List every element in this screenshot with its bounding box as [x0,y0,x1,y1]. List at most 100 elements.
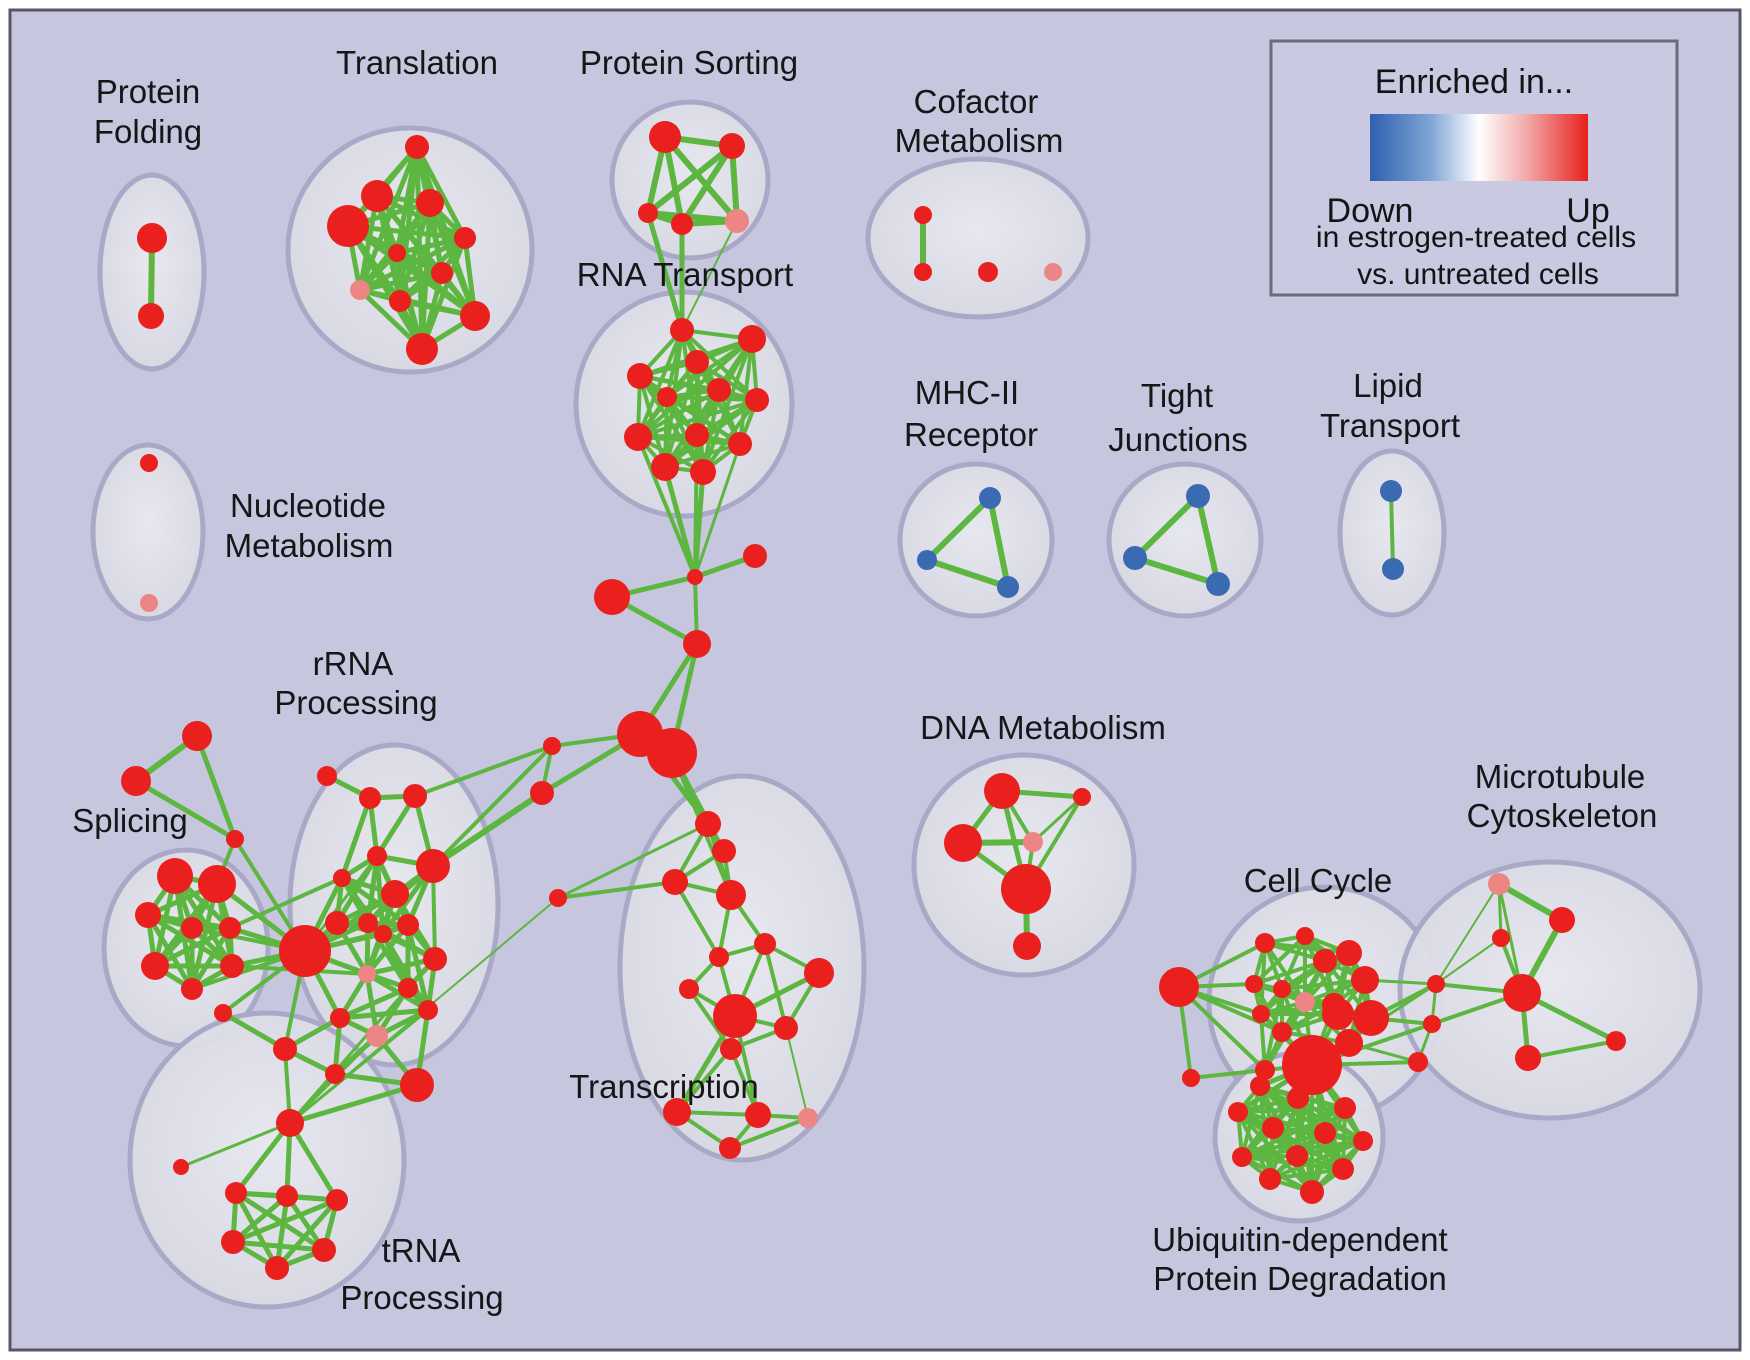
node-mt-5[interactable] [1606,1031,1626,1051]
node-rr-13[interactable] [398,978,418,998]
node-rr-17[interactable] [273,1037,297,1061]
node-cc-17[interactable] [1282,1035,1342,1095]
node-rr-19[interactable] [366,1025,388,1047]
node-cc-13[interactable] [1255,1060,1275,1080]
node-tr-0[interactable] [276,1109,304,1137]
node-sp-3[interactable] [181,917,203,939]
node-tri-0[interactable] [182,721,212,751]
node-rt-2[interactable] [627,363,653,389]
node-rr-6[interactable] [381,880,409,908]
node-tl-7[interactable] [350,280,370,300]
node-sp-5[interactable] [141,952,169,980]
node-rt-1[interactable] [738,325,766,353]
node-rr-20[interactable] [418,1000,438,1020]
node-cc-11[interactable] [1351,966,1379,994]
node-cn-5[interactable] [683,630,711,658]
node-rr-3[interactable] [367,846,387,866]
node-tx-0[interactable] [695,811,721,837]
node-tx-7[interactable] [679,979,699,999]
node-tr-1[interactable] [173,1159,189,1175]
node-pf-1[interactable] [138,303,164,329]
node-rr-14[interactable] [279,925,331,977]
node-rr-5[interactable] [416,849,450,883]
node-tri-2[interactable] [226,830,244,848]
node-ub-7[interactable] [1232,1147,1252,1167]
node-cc-5[interactable] [1336,940,1362,966]
node-tx-6[interactable] [804,958,834,988]
node-cn-4[interactable] [594,579,630,615]
node-ub-5[interactable] [1314,1122,1336,1144]
node-tl-4[interactable] [454,227,476,249]
node-tx-9[interactable] [774,1016,798,1040]
node-cc-1[interactable] [1182,1069,1200,1087]
node-ps-4[interactable] [725,209,749,233]
node-rr-8[interactable] [358,913,378,933]
node-lp-1[interactable] [1382,558,1404,580]
node-tx-14[interactable] [719,1137,741,1159]
node-cc-9[interactable] [1252,1005,1270,1023]
node-ps-0[interactable] [649,121,681,153]
node-tr-6[interactable] [312,1238,336,1262]
node-tj-0[interactable] [1186,484,1210,508]
node-ub-2[interactable] [1334,1097,1356,1119]
node-tx-5[interactable] [709,947,729,967]
node-tr-4[interactable] [326,1189,348,1211]
node-rt-5[interactable] [657,387,677,407]
node-cf-0[interactable] [914,206,932,224]
node-sp-2[interactable] [135,902,161,928]
node-mt-8[interactable] [1408,1052,1428,1072]
node-sp-6[interactable] [220,954,244,978]
node-rr-21[interactable] [400,1068,434,1102]
node-mh-1[interactable] [917,550,937,570]
node-ps-2[interactable] [638,203,658,223]
node-cc-14[interactable] [1322,998,1354,1030]
node-cc-12[interactable] [1272,1022,1292,1042]
node-rt-9[interactable] [728,432,752,456]
node-mh-2[interactable] [997,576,1019,598]
node-tr-2[interactable] [225,1182,247,1204]
node-tl-5[interactable] [388,244,406,262]
node-rt-8[interactable] [685,423,709,447]
node-mt-0[interactable] [1488,873,1510,895]
node-rr-2[interactable] [403,784,427,808]
node-sp-0[interactable] [157,858,193,894]
node-cc-2[interactable] [1255,933,1275,953]
node-tx-4[interactable] [754,933,776,955]
node-tx-10[interactable] [720,1038,742,1060]
node-ps-3[interactable] [671,213,693,235]
node-rr-10[interactable] [397,914,419,936]
node-cn-1[interactable] [543,737,561,755]
node-cn-8[interactable] [743,544,767,568]
node-sp-4[interactable] [219,917,241,939]
node-dm-0[interactable] [984,773,1020,809]
node-dm-5[interactable] [1013,932,1041,960]
node-mh-0[interactable] [979,487,1001,509]
node-tr-3[interactable] [276,1185,298,1207]
node-ub-10[interactable] [1259,1168,1281,1190]
node-ub-1[interactable] [1287,1087,1309,1109]
node-lp-0[interactable] [1380,480,1402,502]
node-cc-16[interactable] [1335,1029,1363,1057]
node-tx-13[interactable] [798,1108,818,1128]
node-cc-4[interactable] [1313,949,1337,973]
node-cc-8[interactable] [1295,992,1315,1012]
node-rr-1[interactable] [359,787,381,809]
node-ub-9[interactable] [1332,1158,1354,1180]
node-cn-2[interactable] [530,781,554,805]
node-tl-10[interactable] [406,333,438,365]
node-tj-1[interactable] [1123,546,1147,570]
node-tx-3[interactable] [716,880,746,910]
node-cc-15[interactable] [1353,1000,1389,1036]
node-sp-1[interactable] [198,865,236,903]
node-tri-1[interactable] [121,766,151,796]
node-rr-18[interactable] [325,1064,345,1084]
node-cf-2[interactable] [978,262,998,282]
node-mt-2[interactable] [1492,929,1510,947]
node-tx-8[interactable] [713,994,757,1038]
node-ub-11[interactable] [1300,1180,1324,1204]
node-rr-0[interactable] [317,766,337,786]
node-tx-1[interactable] [712,839,736,863]
node-tl-2[interactable] [327,205,369,247]
node-ps-1[interactable] [719,133,745,159]
node-ub-6[interactable] [1353,1131,1373,1151]
